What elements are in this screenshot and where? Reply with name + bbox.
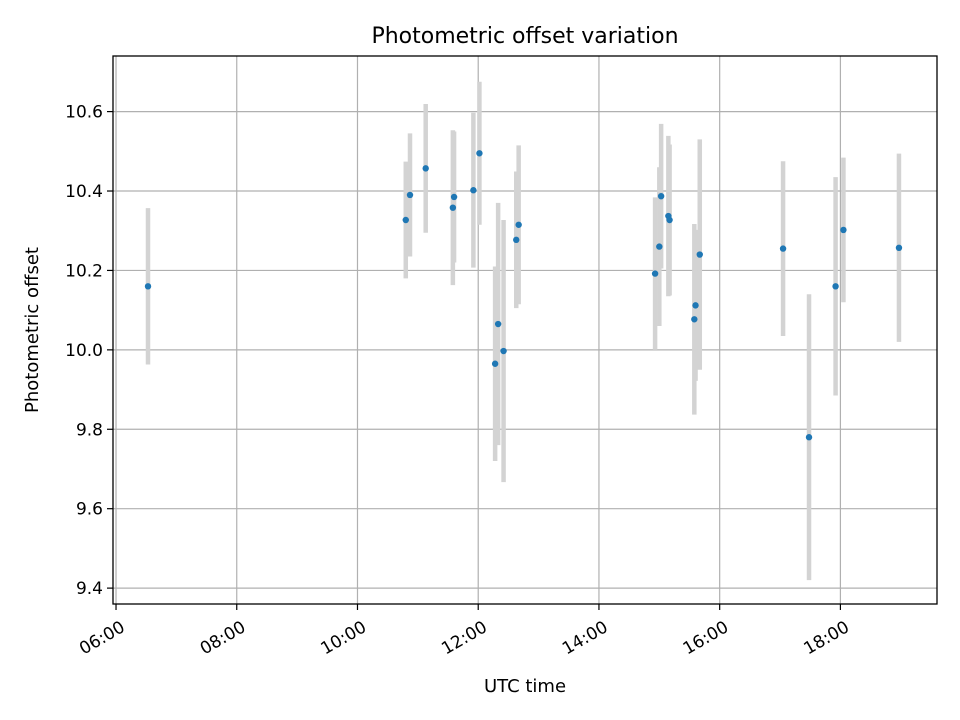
y-tick-label: 10.6 [65, 103, 103, 123]
chart-title: Photometric offset variation [371, 24, 678, 49]
data-point [651, 270, 659, 277]
x-axis-label: UTC time [484, 676, 566, 697]
data-point [450, 193, 458, 201]
data-point [515, 221, 522, 228]
data-point [691, 316, 698, 323]
y-axis: 9.4 9.6 9.8 10.0 10.2 10.4 10.6 [65, 103, 113, 599]
y-tick-label: 10.2 [65, 261, 103, 281]
data-point [696, 251, 703, 258]
y-tick-label: 9.6 [76, 500, 103, 520]
data-point [491, 360, 499, 367]
data-point [494, 320, 502, 328]
x-tick-label: 06:00 [76, 617, 128, 659]
data-point [500, 347, 507, 355]
data-point [144, 283, 152, 290]
data-point [402, 216, 409, 224]
data-point [779, 245, 787, 252]
data-point [692, 302, 699, 309]
data-point [805, 434, 813, 441]
data-point [476, 150, 483, 157]
data-point [449, 204, 457, 211]
data-point [422, 165, 429, 172]
data-point [656, 243, 663, 250]
error-bars [145, 81, 902, 581]
y-tick-label: 9.4 [76, 579, 103, 599]
data-point [470, 187, 477, 194]
y-tick-label: 10.0 [65, 341, 103, 361]
x-tick-label: 14:00 [559, 617, 611, 659]
data-point [513, 236, 520, 244]
x-tick-label: 08:00 [197, 617, 249, 659]
x-tick-label: 16:00 [680, 617, 732, 659]
x-tick-label: 18:00 [800, 617, 852, 659]
data-point [666, 216, 673, 224]
data-points [144, 150, 903, 441]
y-tick-label: 10.4 [65, 182, 103, 202]
x-tick-label: 12:00 [438, 617, 490, 659]
x-tick-label: 10:00 [318, 617, 370, 659]
x-axis: 06:00 08:00 10:00 12:00 14:00 16:00 18:00 [76, 604, 853, 659]
data-point [840, 226, 847, 234]
y-tick-label: 9.8 [76, 420, 103, 440]
data-point [895, 244, 903, 251]
y-axis-label: Photometric offset [22, 247, 43, 413]
grid [113, 56, 937, 604]
data-point [832, 283, 839, 290]
data-point [657, 192, 665, 200]
data-point [406, 191, 414, 199]
plot-frame [112, 55, 938, 605]
